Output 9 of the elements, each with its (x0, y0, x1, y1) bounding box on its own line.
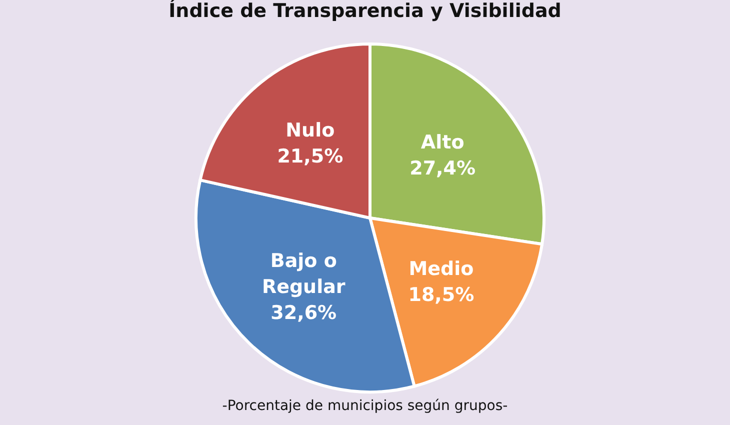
slice-label: Medio (408, 258, 474, 280)
slice-label: Alto (420, 132, 464, 154)
slice-label: Bajo o Regular (262, 250, 346, 298)
text: -Porcentaje de municipios según grupos- (221, 398, 509, 414)
data-label: 32,6% (270, 302, 337, 324)
data-label: 18,5% (408, 284, 474, 306)
slice-label: Nulo (286, 119, 335, 142)
data-label: 21,5% (277, 145, 344, 168)
data-label: 27,4% (410, 158, 476, 180)
